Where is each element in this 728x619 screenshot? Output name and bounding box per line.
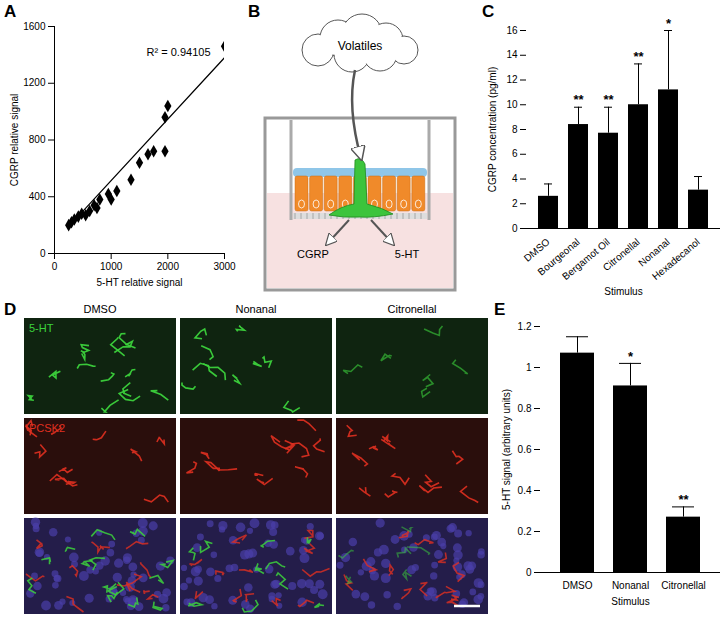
- svg-text:Hexadecanol: Hexadecanol: [650, 236, 702, 282]
- svg-text:3000: 3000: [213, 261, 236, 272]
- svg-text:Bergamot Oil: Bergamot Oil: [560, 236, 612, 282]
- svg-text:12: 12: [506, 74, 518, 85]
- svg-text:1: 1: [526, 362, 532, 373]
- svg-text:Citronellal: Citronellal: [601, 236, 642, 273]
- svg-text:16: 16: [506, 25, 518, 36]
- svg-text:CGRP: CGRP: [297, 248, 329, 260]
- svg-text:Stimulus: Stimulus: [604, 286, 642, 297]
- svg-text:1200: 1200: [23, 77, 46, 88]
- svg-text:*: *: [628, 349, 634, 364]
- svg-text:5-HT: 5-HT: [395, 248, 420, 260]
- svg-text:0: 0: [52, 261, 58, 272]
- svg-text:4: 4: [512, 173, 518, 184]
- svg-text:*: *: [666, 16, 672, 31]
- html-text:C: C: [482, 2, 495, 21]
- svg-text:6: 6: [512, 148, 518, 159]
- svg-text:0.6: 0.6: [518, 444, 532, 455]
- html-text:E: E: [494, 300, 506, 319]
- svg-text:Bourgeonal: Bourgeonal: [535, 236, 582, 278]
- svg-text:1.2: 1.2: [518, 321, 532, 332]
- svg-text:2000: 2000: [157, 261, 180, 272]
- svg-text:R² = 0.94105: R² = 0.94105: [147, 46, 211, 58]
- svg-text:2: 2: [512, 198, 518, 209]
- svg-text:CGRP concentration (pg/ml): CGRP concentration (pg/ml): [487, 67, 498, 192]
- svg-text:400: 400: [29, 191, 46, 202]
- svg-text:Citronellal: Citronellal: [661, 580, 705, 591]
- svg-text:5-HT relative signal: 5-HT relative signal: [97, 277, 183, 288]
- svg-text:Nonanal: Nonanal: [236, 303, 277, 315]
- svg-text:**: **: [573, 92, 584, 107]
- svg-text:DMSO: DMSO: [563, 580, 593, 591]
- html-text:A: A: [4, 2, 17, 21]
- svg-text:0.4: 0.4: [518, 485, 532, 496]
- svg-text:10: 10: [506, 99, 518, 110]
- svg-text:DMSO: DMSO: [521, 236, 552, 264]
- svg-text:14: 14: [506, 49, 518, 60]
- svg-text:5-HT signal (arbitrary units): 5-HT signal (arbitrary units): [501, 389, 512, 510]
- html-text:B: B: [248, 2, 261, 21]
- svg-text:0: 0: [526, 567, 532, 578]
- svg-text:CGRP relative signal: CGRP relative signal: [9, 94, 20, 187]
- svg-text:5-HT: 5-HT: [29, 322, 54, 334]
- svg-text:**: **: [603, 92, 614, 107]
- html-text:D: D: [4, 300, 17, 319]
- svg-text:Nonanal: Nonanal: [612, 580, 649, 591]
- svg-text:800: 800: [29, 134, 46, 145]
- svg-text:0: 0: [40, 248, 46, 259]
- svg-text:1600: 1600: [23, 21, 46, 32]
- svg-text:Citronellal: Citronellal: [388, 303, 437, 315]
- svg-text:0.8: 0.8: [518, 403, 532, 414]
- svg-text:8: 8: [512, 124, 518, 135]
- svg-text:DMSO: DMSO: [84, 303, 117, 315]
- svg-text:0: 0: [512, 223, 518, 234]
- svg-text:Nonanal: Nonanal: [636, 236, 672, 269]
- svg-text:**: **: [678, 492, 689, 507]
- svg-text:**: **: [633, 49, 644, 64]
- svg-text:Volatiles: Volatiles: [338, 39, 383, 53]
- svg-text:1000: 1000: [100, 261, 123, 272]
- svg-text:0.2: 0.2: [518, 526, 532, 537]
- svg-text:PCSK2: PCSK2: [29, 422, 65, 434]
- svg-text:Stimulus: Stimulus: [611, 596, 649, 607]
